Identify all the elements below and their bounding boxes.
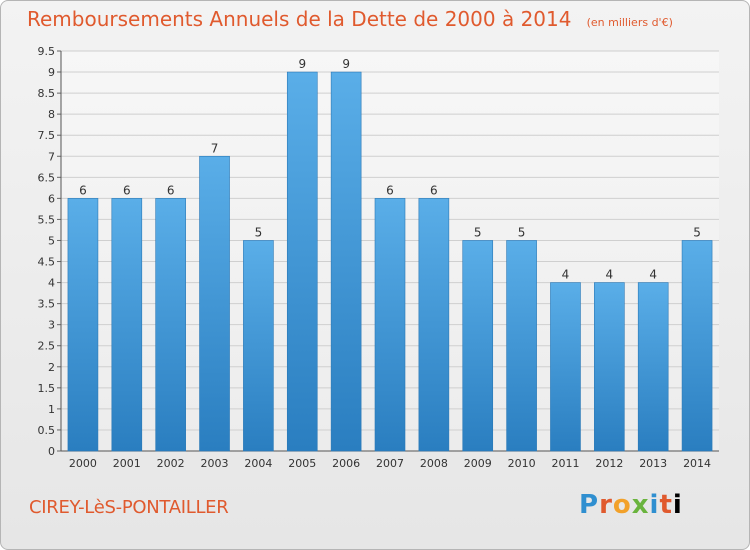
y-tick-label: 9.5 (38, 45, 56, 58)
y-tick-label: 1.5 (38, 382, 56, 395)
x-tick-label: 2003 (201, 457, 229, 470)
x-tick-label: 2000 (69, 457, 97, 470)
logo-letter: t (659, 490, 673, 520)
bar (681, 240, 713, 452)
y-tick-label: 6 (48, 192, 55, 205)
chart-title-row: Remboursements Annuels de la Dette de 20… (27, 7, 673, 31)
chart-unit: (en milliers d'€) (586, 16, 673, 29)
bar-value-label: 6 (167, 183, 175, 197)
y-tick-label: 7.5 (38, 129, 56, 142)
bar-value-label: 4 (606, 268, 614, 282)
bar-value-label: 9 (342, 57, 350, 71)
bar-value-label: 6 (79, 183, 87, 197)
bar (550, 282, 581, 452)
bar (506, 240, 537, 452)
x-tick-label: 2014 (683, 457, 711, 470)
y-tick-label: 5 (48, 234, 55, 247)
x-tick-label: 2008 (420, 457, 448, 470)
bar (67, 198, 99, 452)
y-tick-label: 5.5 (38, 213, 56, 226)
bar (286, 71, 318, 452)
bar-value-label: 4 (562, 268, 570, 282)
bar-value-label: 6 (430, 183, 438, 197)
bar (111, 198, 143, 452)
y-tick-label: 9 (48, 66, 55, 79)
x-tick-label: 2009 (464, 457, 492, 470)
bar (243, 240, 274, 452)
x-tick-label: 2006 (332, 457, 360, 470)
bar (594, 282, 625, 452)
logo-letter: i (649, 490, 660, 520)
bar-value-label: 9 (298, 57, 306, 71)
bar (199, 155, 230, 452)
x-tick-label: 2010 (508, 457, 536, 470)
x-tick-label: 2007 (376, 457, 404, 470)
y-tick-label: 3.5 (38, 298, 56, 311)
bar (637, 282, 669, 452)
y-tick-label: 3 (48, 319, 55, 332)
bar-value-label: 7 (211, 141, 219, 155)
bar-value-label: 5 (518, 225, 526, 239)
y-tick-label: 1 (48, 403, 55, 416)
y-tick-label: 0.5 (38, 424, 56, 437)
bar-value-label: 6 (123, 183, 131, 197)
y-tick-label: 6.5 (38, 171, 56, 184)
y-tick-label: 2.5 (38, 340, 56, 353)
bar-value-label: 5 (474, 225, 482, 239)
bar (462, 240, 494, 452)
y-tick-label: 0 (48, 445, 55, 458)
y-tick-label: 4.5 (38, 256, 56, 269)
logo-letter: i (672, 490, 683, 520)
bar (374, 198, 406, 452)
y-tick-label: 7 (48, 150, 55, 163)
logo-letter: r (599, 490, 613, 520)
x-tick-label: 2005 (288, 457, 316, 470)
city-name: CIREY-LèS-PONTAILLER (29, 497, 229, 518)
x-tick-label: 2011 (551, 457, 579, 470)
y-tick-label: 2 (48, 361, 55, 374)
bar (418, 198, 450, 452)
bar (155, 198, 186, 452)
bar-value-label: 4 (649, 268, 657, 282)
proxiti-logo: Proxiti (579, 490, 683, 520)
y-tick-label: 4 (48, 277, 55, 290)
chart-title: Remboursements Annuels de la Dette de 20… (27, 7, 572, 31)
x-tick-label: 2012 (595, 457, 623, 470)
bar-value-label: 5 (255, 225, 263, 239)
logo-letter: x (631, 490, 650, 520)
x-tick-label: 2004 (244, 457, 272, 470)
bar-value-label: 6 (386, 183, 394, 197)
x-tick-label: 2013 (639, 457, 667, 470)
bar (330, 71, 362, 452)
logo-letter: o (612, 490, 632, 520)
y-tick-label: 8 (48, 108, 55, 121)
bar-value-label: 5 (693, 225, 701, 239)
x-tick-label: 2002 (157, 457, 185, 470)
y-tick-label: 8.5 (38, 87, 56, 100)
x-tick-label: 2001 (113, 457, 141, 470)
logo-letter: P (579, 490, 600, 520)
